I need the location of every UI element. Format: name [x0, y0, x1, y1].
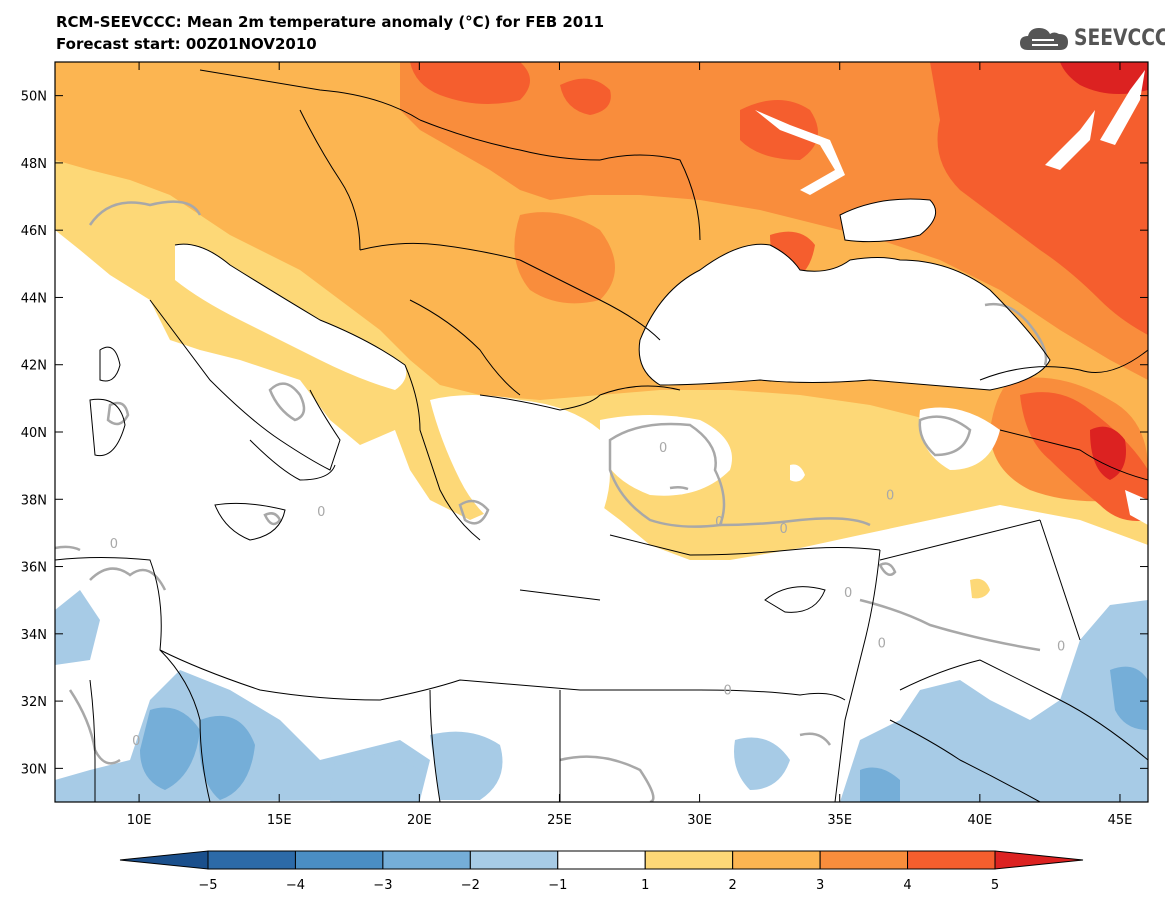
- colorbar-segment: [382, 850, 471, 870]
- contour-labels: 0 0 0 0 0 0 0 0 0 0 0: [110, 441, 1066, 749]
- contour-label: 0: [878, 636, 886, 651]
- colorbar-max-triangle: [994, 850, 1084, 870]
- colorbar-label: −4: [286, 878, 305, 893]
- lon-tick-label: 25E: [547, 813, 572, 828]
- colorbar-segment: [907, 850, 996, 870]
- colorbar-label: −5: [198, 878, 217, 893]
- lat-tick-label: 38N: [21, 493, 47, 508]
- contour-label: 0: [844, 586, 852, 601]
- colorbar-label: −2: [461, 878, 480, 893]
- lon-tick-label: 35E: [827, 813, 852, 828]
- contour-label: 0: [886, 488, 894, 503]
- colorbar-segment: [732, 850, 821, 870]
- colorbar-segment: [644, 850, 734, 870]
- lat-tick-label: 34N: [21, 628, 47, 643]
- contour-label: 0: [715, 515, 723, 530]
- map-area: 10E 15E 20E 25E 30E 35E 40E 45E 50N 48N 46N 44N 42N…: [21, 61, 1149, 828]
- zero-contours: [55, 200, 1048, 802]
- lon-tick-label: 20E: [407, 813, 432, 828]
- colorbar-label: −3: [373, 878, 392, 893]
- colorbar-segment: [469, 850, 559, 870]
- colorbar-label: 2: [729, 878, 737, 893]
- contour-label: 0: [132, 734, 140, 749]
- lon-tick-label: 40E: [967, 813, 992, 828]
- anomaly-field: [55, 62, 1148, 802]
- contour-label: 0: [1057, 640, 1065, 655]
- contour-label: 0: [659, 441, 667, 456]
- lon-tick-label: 45E: [1108, 813, 1133, 828]
- contour-label: 0: [110, 537, 118, 552]
- lat-tick-label: 48N: [21, 157, 47, 172]
- colorbar: −5 −4 −3 −2 −1 1 2 3 4 5: [119, 850, 1084, 893]
- lat-tick-label: 44N: [21, 291, 47, 306]
- colorbar-label: 1: [641, 878, 649, 893]
- lat-tick-label: 32N: [21, 695, 47, 710]
- lat-tick-label: 30N: [21, 762, 47, 777]
- lon-tick-label: 10E: [127, 813, 152, 828]
- colorbar-segment: [819, 850, 909, 870]
- colorbar-label: 3: [816, 878, 824, 893]
- longitude-axis: 10E 15E 20E 25E 30E 35E 40E 45E: [127, 62, 1133, 828]
- cloud-icon: [1020, 28, 1068, 50]
- forecast-start: Forecast start: 00Z01NOV2010: [56, 35, 317, 53]
- contour-label: 0: [780, 522, 788, 537]
- logo-text: SEEVCCC: [1074, 26, 1165, 51]
- lon-tick-label: 15E: [267, 813, 292, 828]
- lon-tick-label: 30E: [687, 813, 712, 828]
- map-title: RCM-SEEVCCC: Mean 2m temperature anomaly…: [56, 13, 605, 31]
- colorbar-min-triangle: [119, 850, 209, 870]
- lat-tick-label: 46N: [21, 224, 47, 239]
- coastlines: [55, 69, 1148, 802]
- lat-tick-label: 40N: [21, 426, 47, 441]
- contour-label: 0: [317, 505, 325, 520]
- colorbar-label: 4: [903, 878, 911, 893]
- colorbar-label: −1: [548, 878, 567, 893]
- latitude-axis: 50N 48N 46N 44N 42N 40N 38N 36N 34N 32N 30N: [21, 90, 1148, 777]
- colorbar-segment: [207, 850, 296, 870]
- seevccc-logo: SEEVCCC: [1018, 20, 1165, 56]
- missing-data-streaks: [755, 70, 1145, 195]
- lat-tick-label: 36N: [21, 561, 47, 576]
- colorbar-segment: [557, 850, 646, 870]
- colorbar-label: 5: [991, 878, 999, 893]
- lat-tick-label: 42N: [21, 359, 47, 374]
- contour-label: 0: [723, 683, 731, 698]
- lat-tick-label: 50N: [21, 90, 47, 105]
- colorbar-segment: [294, 850, 384, 870]
